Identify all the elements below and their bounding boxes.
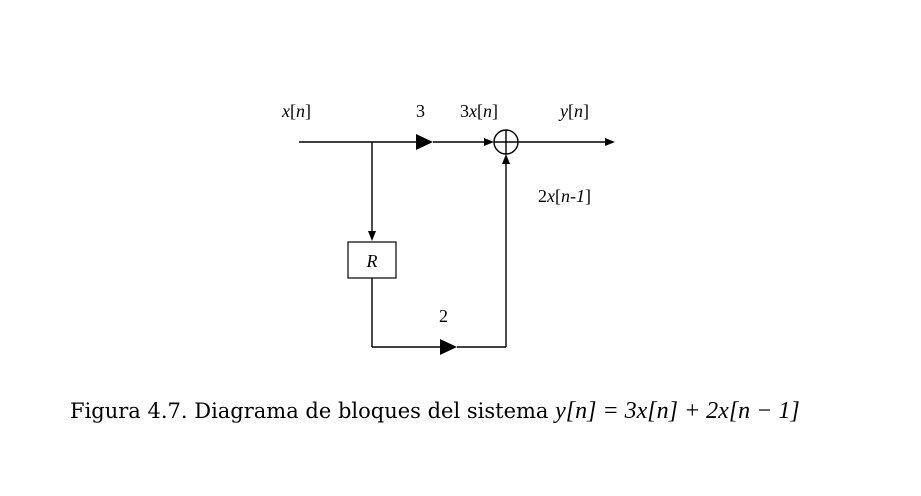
input-label: x[n] xyxy=(281,101,311,121)
forward-gain-label: 3 xyxy=(416,101,425,121)
feedback-arrowhead xyxy=(502,154,510,164)
caption-text: Figura 4.7. Diagrama de bloques del sist… xyxy=(70,399,556,423)
figure-caption: Figura 4.7. Diagrama de bloques del sist… xyxy=(70,398,800,425)
output-label: y[n] xyxy=(558,101,589,121)
scaled-input-label: 3x[n] xyxy=(460,101,498,121)
branch-arrowhead xyxy=(368,231,376,241)
scaled-arrowhead xyxy=(484,138,494,146)
delayed-term-label: 2x[n-1] xyxy=(538,186,591,206)
output-arrowhead xyxy=(605,138,615,146)
gain-3-triangle xyxy=(416,134,433,150)
feedback-gain-label: 2 xyxy=(439,306,448,326)
caption-equation: y[n] = 3x[n] + 2x[n − 1] xyxy=(555,398,800,424)
delay-block-label: R xyxy=(366,251,378,271)
delay-block xyxy=(347,241,397,279)
gain-2-triangle xyxy=(440,339,457,355)
